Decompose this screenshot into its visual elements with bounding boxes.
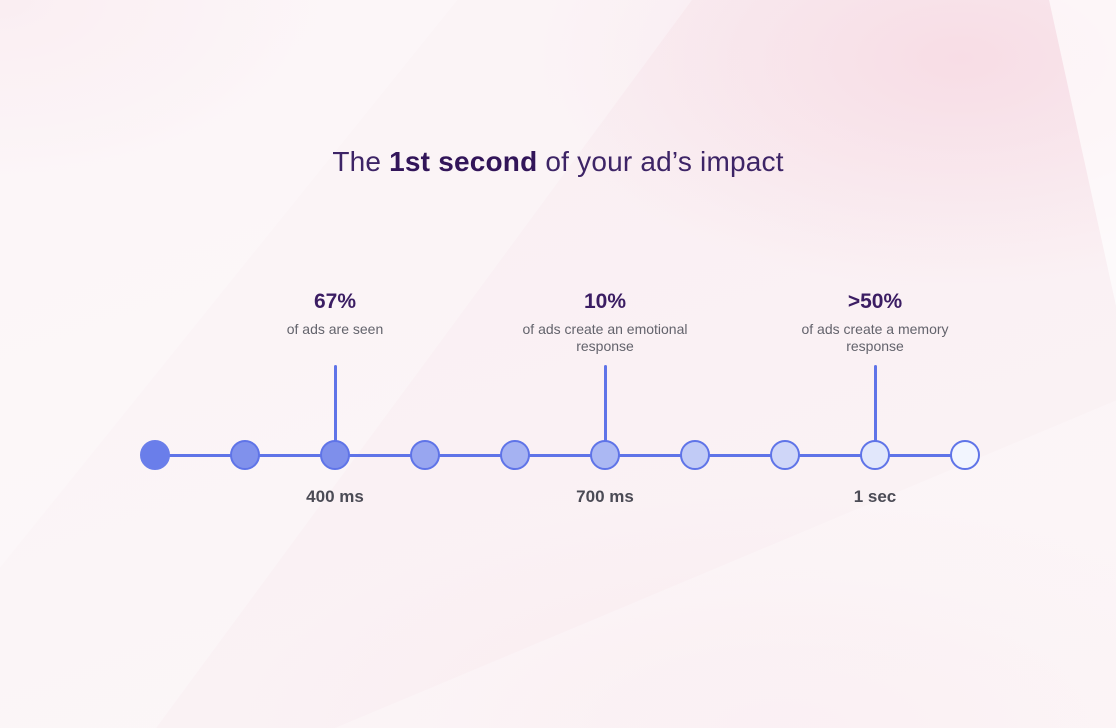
milestone-time-label: 1 sec	[853, 487, 897, 506]
title-suffix: of your ad’s impact	[537, 146, 784, 177]
milestone-callout: 67% of ads are seen	[235, 290, 435, 338]
timeline-dot	[590, 440, 620, 470]
timeline-dot	[320, 440, 350, 470]
milestone-percent: 67%	[313, 290, 357, 313]
milestone-stem	[603, 365, 607, 442]
timeline-dot	[140, 440, 170, 470]
milestone-callout: >50% of ads create a memory response	[775, 290, 975, 355]
page-title: The 1st second of your ad’s impact	[0, 146, 1116, 178]
milestone-description: of ads are seen	[286, 321, 384, 337]
timeline-dot	[680, 440, 710, 470]
timeline-axis-line	[155, 453, 965, 457]
timeline-dot	[230, 440, 260, 470]
milestone-stem	[333, 365, 337, 442]
milestone-percent: 10%	[583, 290, 627, 313]
timeline-dot	[410, 440, 440, 470]
title-highlight: 1st second	[389, 146, 538, 177]
milestone-description: of ads create an emotional response	[522, 321, 688, 354]
milestone-time-label: 400 ms	[306, 487, 364, 506]
timeline-dot	[770, 440, 800, 470]
title-prefix: The	[332, 146, 390, 177]
timeline-dot	[500, 440, 530, 470]
milestone-stem	[873, 365, 877, 442]
milestone-callout: 10% of ads create an emotional response	[505, 290, 705, 355]
milestone-time-label: 700 ms	[576, 487, 634, 506]
milestone-percent: >50%	[847, 290, 903, 313]
timeline-dot	[860, 440, 890, 470]
timeline-dot	[950, 440, 980, 470]
milestone-description: of ads create a memory response	[801, 321, 949, 354]
